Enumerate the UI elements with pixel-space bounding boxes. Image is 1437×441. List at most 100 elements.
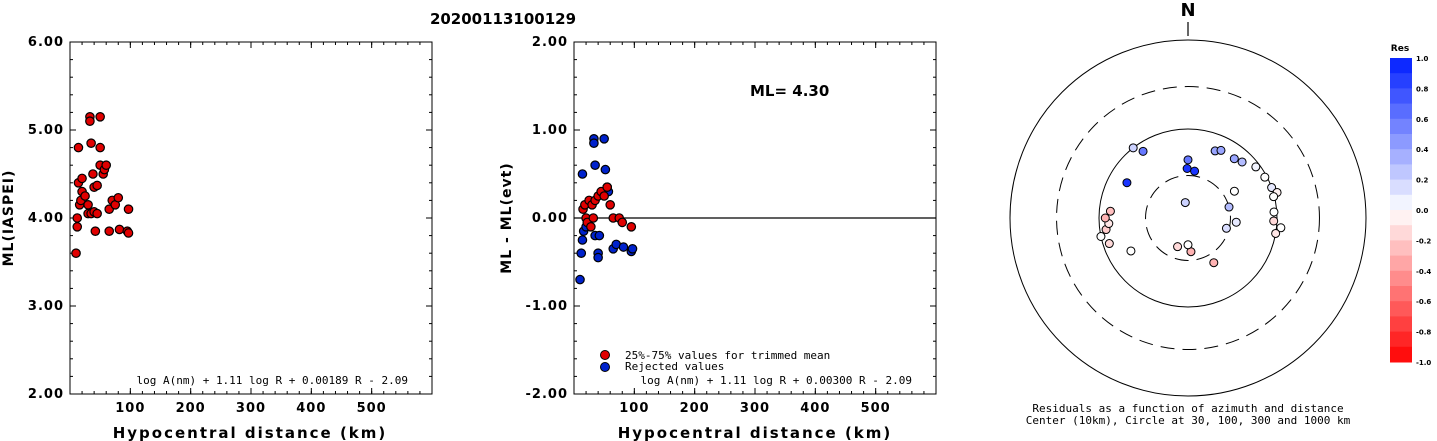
middle-formula: log A(nm) + 1.11 log R + 0.00300 R - 2.0… xyxy=(640,374,912,387)
colorbar-tick-label: 0.2 xyxy=(1416,177,1429,185)
polar-residual-point xyxy=(1269,216,1279,226)
middle-accepted-point xyxy=(626,222,637,232)
middle-y-tick-label: 0.00 xyxy=(532,211,568,226)
colorbar-cell xyxy=(1390,270,1412,287)
polar-residual-point xyxy=(1182,163,1192,173)
polar-residual-point xyxy=(1267,183,1277,193)
left-x-tick-label: 400 xyxy=(296,401,326,416)
middle-y-tick-label: 2.00 xyxy=(532,35,568,50)
left-data-point xyxy=(90,226,101,236)
colorbar-tick-label: -0.8 xyxy=(1416,329,1431,337)
middle-accepted-point xyxy=(617,217,628,228)
polar-residual-point xyxy=(1173,242,1183,252)
polar-residual-point xyxy=(1276,223,1286,233)
left-formula: log A(nm) + 1.11 log R + 0.00189 R - 2.0… xyxy=(136,374,408,387)
left-x-tick-label: 200 xyxy=(176,401,206,416)
polar-residual-point xyxy=(1122,178,1132,188)
left-data-point xyxy=(72,213,83,223)
polar-residual-point xyxy=(1138,146,1148,156)
left-data-point xyxy=(123,228,134,238)
polar-residual-point xyxy=(1183,155,1193,165)
left-data-point xyxy=(86,138,96,148)
middle-rejected-point xyxy=(594,230,605,241)
colorbar-cell xyxy=(1390,58,1412,74)
left-y-tick-label: 3.00 xyxy=(28,299,64,314)
polar-residual-point xyxy=(1126,246,1136,256)
left-x-tick-label: 100 xyxy=(115,401,145,416)
colorbar-tick-label: 0.8 xyxy=(1416,85,1429,93)
left-data-point xyxy=(77,173,87,184)
left-data-point xyxy=(114,224,125,235)
middle-y-tick-label: -1.00 xyxy=(526,299,568,314)
left-data-point xyxy=(71,248,81,258)
middle-rejected-point xyxy=(576,248,587,258)
left-x-ticks: 100 200 300 400 500 xyxy=(69,42,433,416)
middle-rejected-point xyxy=(599,134,609,144)
left-x-tick-label: 500 xyxy=(357,401,387,416)
colorbar-cell xyxy=(1390,118,1412,135)
polar-residual-point xyxy=(1231,217,1241,227)
legend-marker-accepted xyxy=(600,350,610,360)
left-points xyxy=(71,112,134,258)
middle-rejected-point xyxy=(618,242,629,252)
left-x-tick-label: 300 xyxy=(236,401,266,416)
middle-rejected-point xyxy=(589,138,599,148)
polar-ring-30km xyxy=(1145,175,1231,261)
middle-x-ticks: 100 200 300 400 500 xyxy=(573,42,937,416)
colorbar-ticks: 1.0 0.8 0.6 0.4 0.2 0.0 -0.2 -0.4 -0.6 -0.8 -1.0 xyxy=(1416,55,1431,367)
left-data-point xyxy=(95,142,105,153)
left-data-point xyxy=(88,169,98,179)
middle-x-tick-label: 100 xyxy=(619,401,649,416)
colorbar-cell xyxy=(1390,88,1412,105)
colorbar-tick-label: -1.0 xyxy=(1416,359,1431,367)
left-y-ticks: 2.00 3.00 4.00 5.00 6.00 xyxy=(28,35,432,402)
left-x-axis-label: Hypocentral distance (km) xyxy=(113,424,388,441)
polar-points xyxy=(1096,143,1286,268)
legend-label-accepted: 25%-75% values for trimmed mean xyxy=(625,349,830,362)
colorbar-cell xyxy=(1390,331,1412,348)
polar-residual-point xyxy=(1269,207,1279,217)
polar-residual-point xyxy=(1180,198,1190,208)
colorbar-tick-label: 0.6 xyxy=(1416,116,1429,124)
polar-residual-point xyxy=(1260,172,1270,182)
colorbar-cell xyxy=(1390,301,1412,317)
middle-legend: 25%-75% values for trimmed mean Rejected… xyxy=(600,349,830,373)
left-data-point xyxy=(92,208,102,219)
north-label: N xyxy=(1180,0,1195,21)
left-y-axis-label: ML(IASPEI) xyxy=(1,170,17,267)
colorbar-cell xyxy=(1390,240,1412,257)
colorbar-title: Res xyxy=(1391,44,1409,54)
left-data-point xyxy=(113,192,124,203)
left-data-point xyxy=(101,160,111,170)
left-y-tick-label: 2.00 xyxy=(28,387,64,402)
colorbar-cell xyxy=(1390,225,1412,241)
middle-accepted-point xyxy=(586,222,596,232)
middle-accepted-point xyxy=(599,191,609,201)
middle-rejected-point xyxy=(577,235,588,245)
polar-residual-point xyxy=(1251,162,1261,172)
middle-rejected-point xyxy=(575,274,585,285)
middle-points xyxy=(575,134,638,285)
colorbar-cell xyxy=(1390,346,1412,363)
middle-rejected-point xyxy=(593,252,603,263)
polar-residual-point xyxy=(1271,228,1281,238)
left-data-point xyxy=(73,142,84,153)
polar-residual-point xyxy=(1100,213,1110,223)
ml-annotation: ML= 4.30 xyxy=(750,82,829,100)
left-data-point xyxy=(92,180,102,191)
legend-label-rejected: Rejected values xyxy=(625,360,724,373)
left-data-point xyxy=(83,200,93,210)
middle-y-ticks: -2.00 -1.00 0.00 1.00 2.00 xyxy=(526,35,936,402)
left-data-point xyxy=(85,116,95,126)
colorbar-cell xyxy=(1390,134,1412,150)
polar-residual-point xyxy=(1216,145,1226,155)
middle-rejected-point xyxy=(590,160,600,170)
colorbar-cell xyxy=(1390,255,1412,272)
colorbar-cell xyxy=(1390,149,1412,165)
middle-x-tick-label: 200 xyxy=(680,401,710,416)
colorbar-cell xyxy=(1390,316,1412,333)
left-data-point xyxy=(80,191,90,201)
polar-caption-line2: Center (10km), Circle at 30, 100, 300 an… xyxy=(1026,414,1351,427)
middle-accepted-point xyxy=(605,200,615,210)
